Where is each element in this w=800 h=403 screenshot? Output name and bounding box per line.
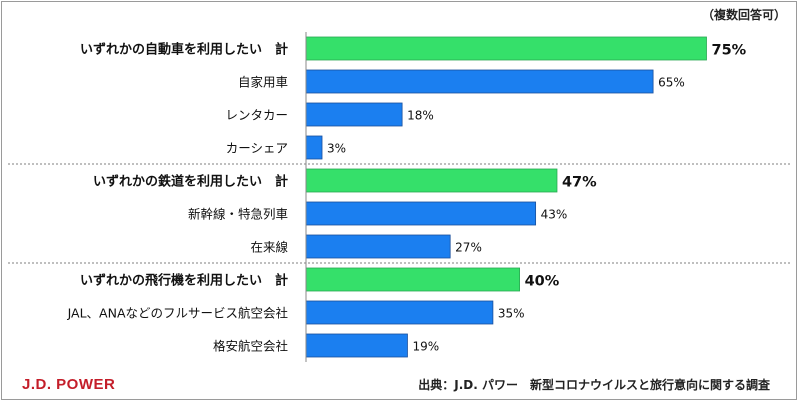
source-note: 出典：J.D. パワー 新型コロナウイルスと旅行意向に関する調査 <box>418 378 770 392</box>
category-label: レンタカー <box>225 108 288 123</box>
category-label: カーシェア <box>226 141 288 156</box>
item-bar <box>305 102 403 127</box>
category-total-label: いずれかの鉄道を利用したい 計 <box>93 174 288 190</box>
category-label: 新幹線・特急列車 <box>188 207 288 222</box>
item-bar <box>305 69 654 94</box>
total-bar <box>305 36 707 61</box>
category-label: 自家用車 <box>238 75 288 90</box>
total-bar <box>305 267 521 292</box>
value-label: 19% <box>412 340 439 354</box>
value-label: 3% <box>327 142 346 156</box>
value-label: 65% <box>658 76 685 90</box>
item-bar <box>305 300 494 325</box>
value-label: 18% <box>407 109 434 123</box>
value-label: 27% <box>455 241 482 255</box>
total-bar <box>305 168 558 193</box>
item-bar <box>305 201 537 226</box>
item-bar <box>305 135 323 160</box>
value-label: 43% <box>541 208 568 222</box>
total-value-label: 40% <box>525 274 560 290</box>
category-total-label: いずれかの自動車を利用したい 計 <box>80 42 288 58</box>
total-value-label: 75% <box>712 43 747 59</box>
item-bar <box>305 234 451 259</box>
category-label: 格安航空会社 <box>213 339 288 354</box>
total-value-label: 47% <box>562 175 597 191</box>
category-label: JAL、ANAなどのフルサービス航空会社 <box>67 306 288 321</box>
multiple-answer-note: （複数回答可） <box>701 8 786 22</box>
item-bar <box>305 333 408 358</box>
category-label: 在来線 <box>250 240 288 255</box>
value-label: 35% <box>498 307 525 321</box>
category-total-label: いずれかの飛行機を利用したい 計 <box>80 273 288 289</box>
jd-power-logo: J.D. POWER <box>22 376 116 393</box>
